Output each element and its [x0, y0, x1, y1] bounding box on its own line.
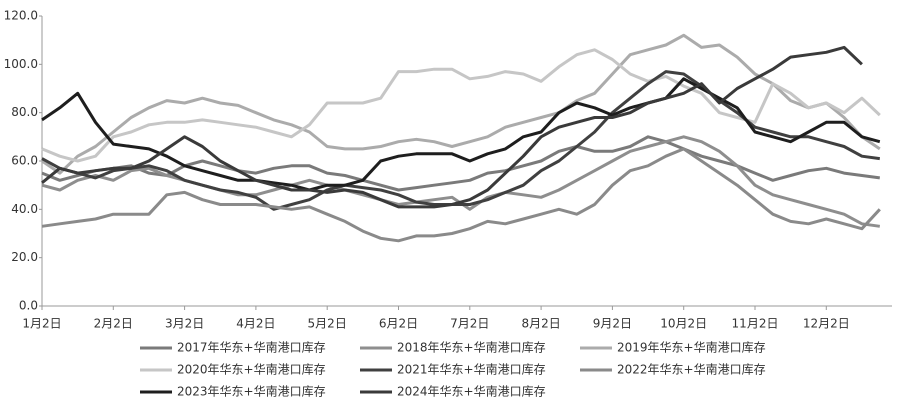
- x-tick-label: 4月2日: [236, 317, 275, 331]
- legend-label: 2020年华东+华南港口库存: [177, 362, 326, 377]
- x-tick-label: 5月2日: [308, 317, 347, 331]
- x-tick-label: 9月2日: [593, 317, 632, 331]
- legend-label: 2022年华东+华南港口库存: [617, 362, 766, 377]
- x-tick-label: 6月2日: [379, 317, 418, 331]
- legend-label: 2021年华东+华南港口库存: [397, 362, 546, 377]
- y-tick-label: 80.0: [11, 105, 38, 119]
- y-tick-label: 20.0: [11, 250, 38, 264]
- legend-label: 2018年华东+华南港口库存: [397, 340, 546, 355]
- y-tick-label: 0.0: [19, 299, 38, 313]
- series-line: [41, 48, 881, 163]
- y-tick-label: 100.0: [4, 57, 38, 71]
- x-tick-label: 10月2日: [660, 317, 707, 331]
- x-tick-label: 7月2日: [450, 317, 489, 331]
- x-tick-label: 1月2日: [22, 317, 61, 331]
- x-tick-label: 12月2日: [803, 317, 850, 331]
- series-line: [41, 147, 881, 243]
- legend-label: 2024年华东+华南港口库存: [397, 384, 546, 399]
- legend-label: 2017年华东+华南港口库存: [177, 340, 326, 355]
- series-line: [41, 33, 881, 175]
- y-tick-label: 40.0: [11, 202, 38, 216]
- series-line: [41, 45, 863, 209]
- series-line: [41, 70, 880, 211]
- legend-label: 2023年华东+华南港口库存: [177, 384, 326, 399]
- x-tick-label: 8月2日: [521, 317, 560, 331]
- y-tick-label: 60.0: [11, 154, 38, 168]
- x-tick-label: 3月2日: [165, 317, 204, 331]
- x-tick-label: 2月2日: [94, 317, 133, 331]
- legend-label: 2019年华东+华南港口库存: [617, 340, 766, 355]
- x-tick-label: 11月2日: [732, 317, 779, 331]
- y-tick-label: 120.0: [4, 9, 38, 23]
- series-line: [41, 77, 881, 192]
